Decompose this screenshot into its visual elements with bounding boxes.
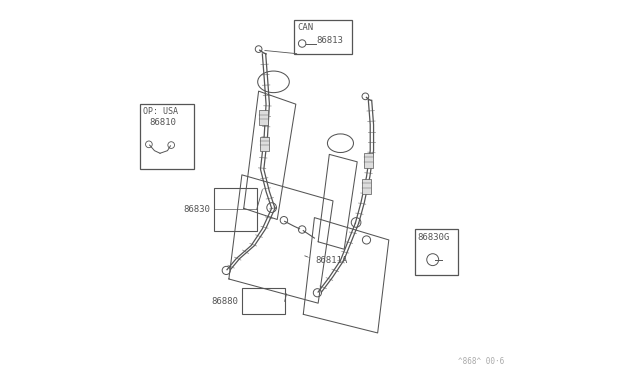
Bar: [260, 137, 269, 151]
Bar: [294, 20, 351, 54]
Text: 86810: 86810: [149, 118, 176, 127]
Text: 86813: 86813: [316, 36, 343, 45]
Text: 86830G: 86830G: [418, 232, 450, 241]
Bar: [259, 110, 268, 125]
Text: ^868^ 00·6: ^868^ 00·6: [458, 357, 504, 366]
Bar: [364, 153, 373, 168]
Text: 86811A: 86811A: [316, 256, 348, 265]
Bar: [242, 288, 285, 314]
Text: 86880: 86880: [211, 297, 238, 306]
Bar: [140, 104, 193, 169]
Text: CAN: CAN: [297, 23, 313, 32]
Text: OP: USA: OP: USA: [143, 107, 177, 116]
Text: 86830: 86830: [184, 205, 211, 214]
Bar: [362, 179, 371, 194]
Bar: [415, 229, 458, 275]
Bar: [214, 188, 257, 231]
